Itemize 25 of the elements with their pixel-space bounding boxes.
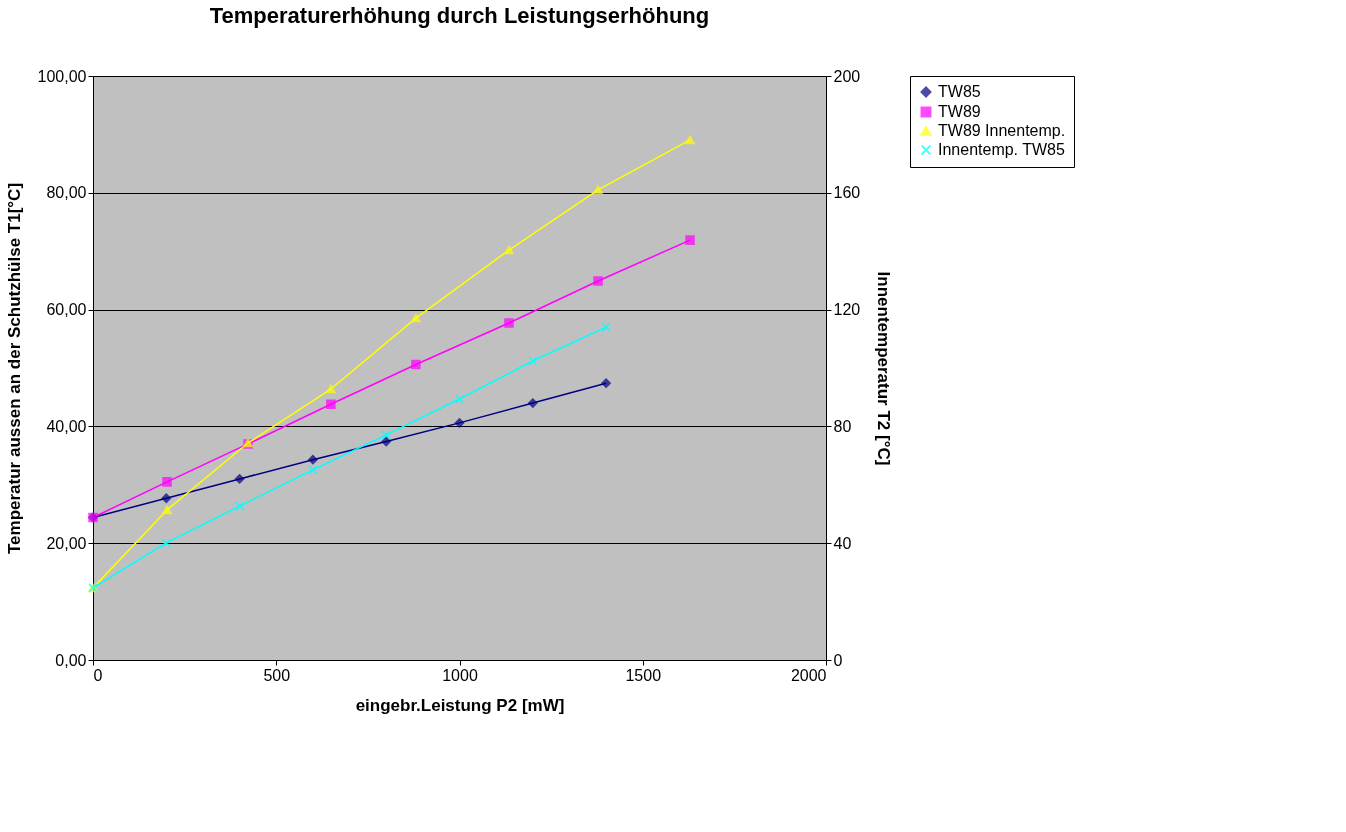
y2-tick-label: 160 bbox=[833, 184, 861, 202]
y-axis-title: Temperatur aussen an der Schutzhülse T1[°C] bbox=[4, 182, 24, 555]
y-tick-label: 0,00 bbox=[55, 651, 87, 669]
y-tick-label: 20,00 bbox=[46, 534, 87, 552]
y2-axis-title: Innentemperatur T2 [°C] bbox=[874, 271, 894, 466]
x-axis-title: eingebr.Leistung P2 [mW] bbox=[355, 695, 565, 715]
x-tick-label: 2000 bbox=[790, 666, 827, 684]
legend-label: Innentemp. TW85 bbox=[938, 141, 1065, 158]
y-tick-label: 80,00 bbox=[46, 184, 87, 202]
x-tick-label: 500 bbox=[263, 666, 291, 684]
y2-tick-label: 120 bbox=[833, 301, 861, 319]
chart-title: Temperaturerhöhung durch Leistungserhöhung bbox=[209, 3, 710, 28]
legend-label: TW85 bbox=[938, 83, 981, 100]
legend-label: TW89 bbox=[938, 103, 981, 120]
x-tick-label: 1500 bbox=[625, 666, 662, 684]
y-tick-label: 100,00 bbox=[37, 67, 87, 85]
x-tick-label: 0 bbox=[93, 666, 103, 684]
y2-tick-label: 80 bbox=[833, 417, 852, 435]
y2-tick-label: 200 bbox=[833, 67, 861, 85]
y2-tick-label: 0 bbox=[833, 651, 843, 669]
legend-label: TW89 Innentemp. bbox=[938, 122, 1066, 139]
y-tick-label: 60,00 bbox=[46, 301, 87, 319]
y-tick-label: 40,00 bbox=[46, 417, 87, 435]
x-tick-label: 1000 bbox=[442, 666, 478, 684]
y2-tick-label: 40 bbox=[833, 534, 852, 552]
